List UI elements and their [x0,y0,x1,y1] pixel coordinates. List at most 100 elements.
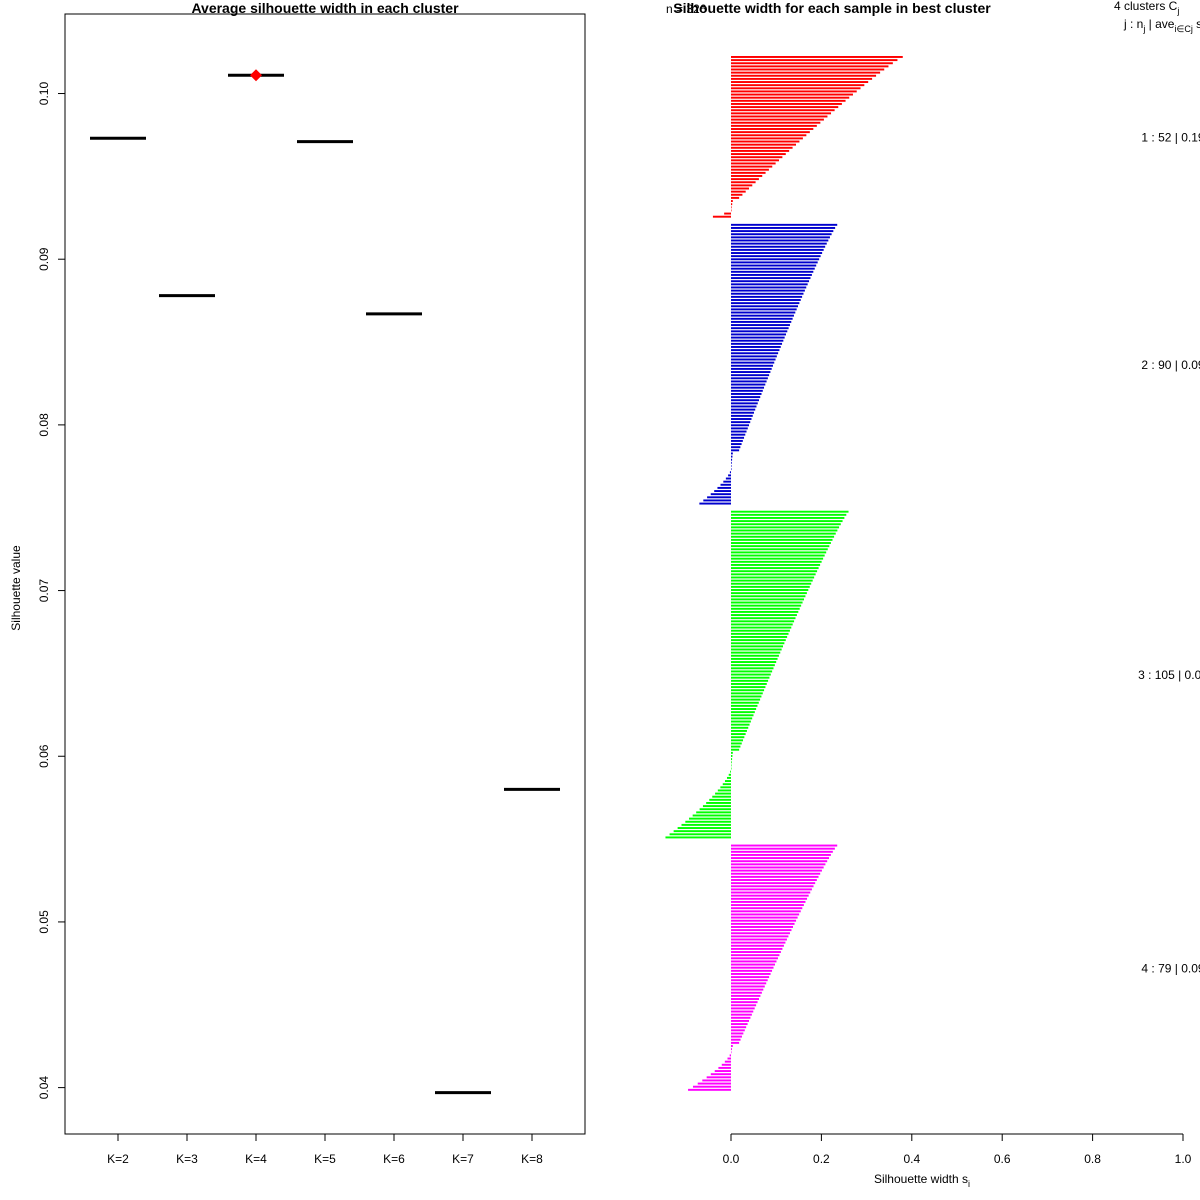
silhouette-bar [673,830,731,833]
silhouette-bar [731,392,762,395]
left-x-tick-label: K=5 [314,1152,336,1166]
silhouette-bar [731,604,802,607]
silhouette-bar [731,944,784,947]
left-x-tick-label: K=6 [383,1152,405,1166]
silhouette-bar [731,446,741,449]
silhouette-bar [731,355,777,358]
silhouette-bar [731,324,790,327]
silhouette-bar [731,651,781,654]
silhouette-bar [731,994,761,997]
silhouette-bar [731,74,877,77]
silhouette-bar [731,982,767,985]
silhouette-bar [731,383,766,386]
silhouette-bar [731,654,779,657]
silhouette-bar [731,175,763,177]
silhouette-bar [731,226,836,229]
silhouette-bar [731,520,843,523]
silhouette-bar [710,493,731,496]
silhouette-bar [731,885,814,888]
silhouette-bar [731,708,757,710]
silhouette-bar [702,805,731,808]
silhouette-bar [731,1013,752,1016]
silhouette-bar [731,339,784,342]
silhouette-bar [731,196,740,199]
silhouette-bar [726,776,731,779]
silhouette-bar [731,764,732,767]
left-y-tick-label: 0.10 [37,82,51,106]
silhouette-bar [731,932,790,935]
silhouette-bar [730,770,731,773]
silhouette-bar [731,361,775,364]
silhouette-bar [731,203,733,206]
silhouette-bar [731,929,792,932]
silhouette-bar [731,90,857,93]
silhouette-bar [731,629,790,632]
silhouette-bar [731,200,733,203]
silhouette-bar [731,689,765,692]
silhouette-bar [731,209,732,212]
silhouette-bar [731,532,836,535]
silhouette-bar [731,938,787,941]
left-x-tick-label: K=2 [107,1152,129,1166]
silhouette-bar [731,408,756,411]
silhouette-bar [731,686,766,689]
silhouette-bar [731,1016,751,1019]
silhouette-bar [731,153,786,156]
silhouette-bar [731,623,793,626]
silhouette-bar [731,913,800,916]
silhouette-bar [731,418,752,420]
silhouette-bar [731,513,847,516]
silhouette-bar [731,320,792,323]
silhouette-bar [731,1010,754,1013]
silhouette-bar [731,68,885,71]
silhouette-bar [731,595,806,598]
silhouette-bar [731,239,829,242]
silhouette-bar [731,751,733,754]
silhouette-bar [715,792,731,795]
silhouette-bar [731,461,732,464]
silhouette-bar [731,579,813,582]
right-x-axis: 0.0 0.2 0.4 0.6 0.8 1.0 [723,1133,1192,1166]
silhouette-bar [731,292,804,295]
cluster-2-bars [699,223,838,505]
silhouette-bar [731,245,826,248]
left-chart-title: Average silhouette width in each cluster [191,0,459,16]
silhouette-bar [731,526,840,529]
silhouette-bar [731,411,754,414]
silhouette-bar [731,523,841,526]
silhouette-bar [720,786,731,789]
silhouette-bar [699,502,731,505]
silhouette-bar [717,789,731,792]
silhouette-bar [731,65,889,68]
silhouette-bar [731,358,776,361]
silhouette-bar [731,891,811,894]
silhouette-bar [731,910,801,913]
silhouette-bar [731,1001,758,1004]
silhouette-bar [731,371,771,374]
silhouette-bar [731,717,753,720]
silhouette-bar [731,614,797,617]
silhouette-bar [731,128,814,130]
silhouette-bar [731,261,818,264]
silhouette-bar [731,96,850,99]
silhouette-bar [731,230,834,233]
silhouette-bar [731,673,771,676]
silhouette-bar [731,1032,744,1035]
silhouette-bar [731,767,732,770]
best-k-marker [250,69,262,82]
silhouette-bar [727,1057,731,1060]
silhouette-bar [731,676,770,679]
silhouette-bar [731,761,732,764]
silhouette-bar [731,333,786,336]
silhouette-bar [731,742,742,745]
silhouette-bar [717,486,731,489]
silhouette-bar [731,1051,732,1054]
silhouette-bar [731,405,757,408]
silhouette-bar [731,305,799,308]
silhouette-bar [731,140,800,143]
silhouette-bar [731,951,781,954]
silhouette-bar [731,516,845,519]
silhouette-bar [731,988,764,991]
silhouette-bar [731,626,792,629]
